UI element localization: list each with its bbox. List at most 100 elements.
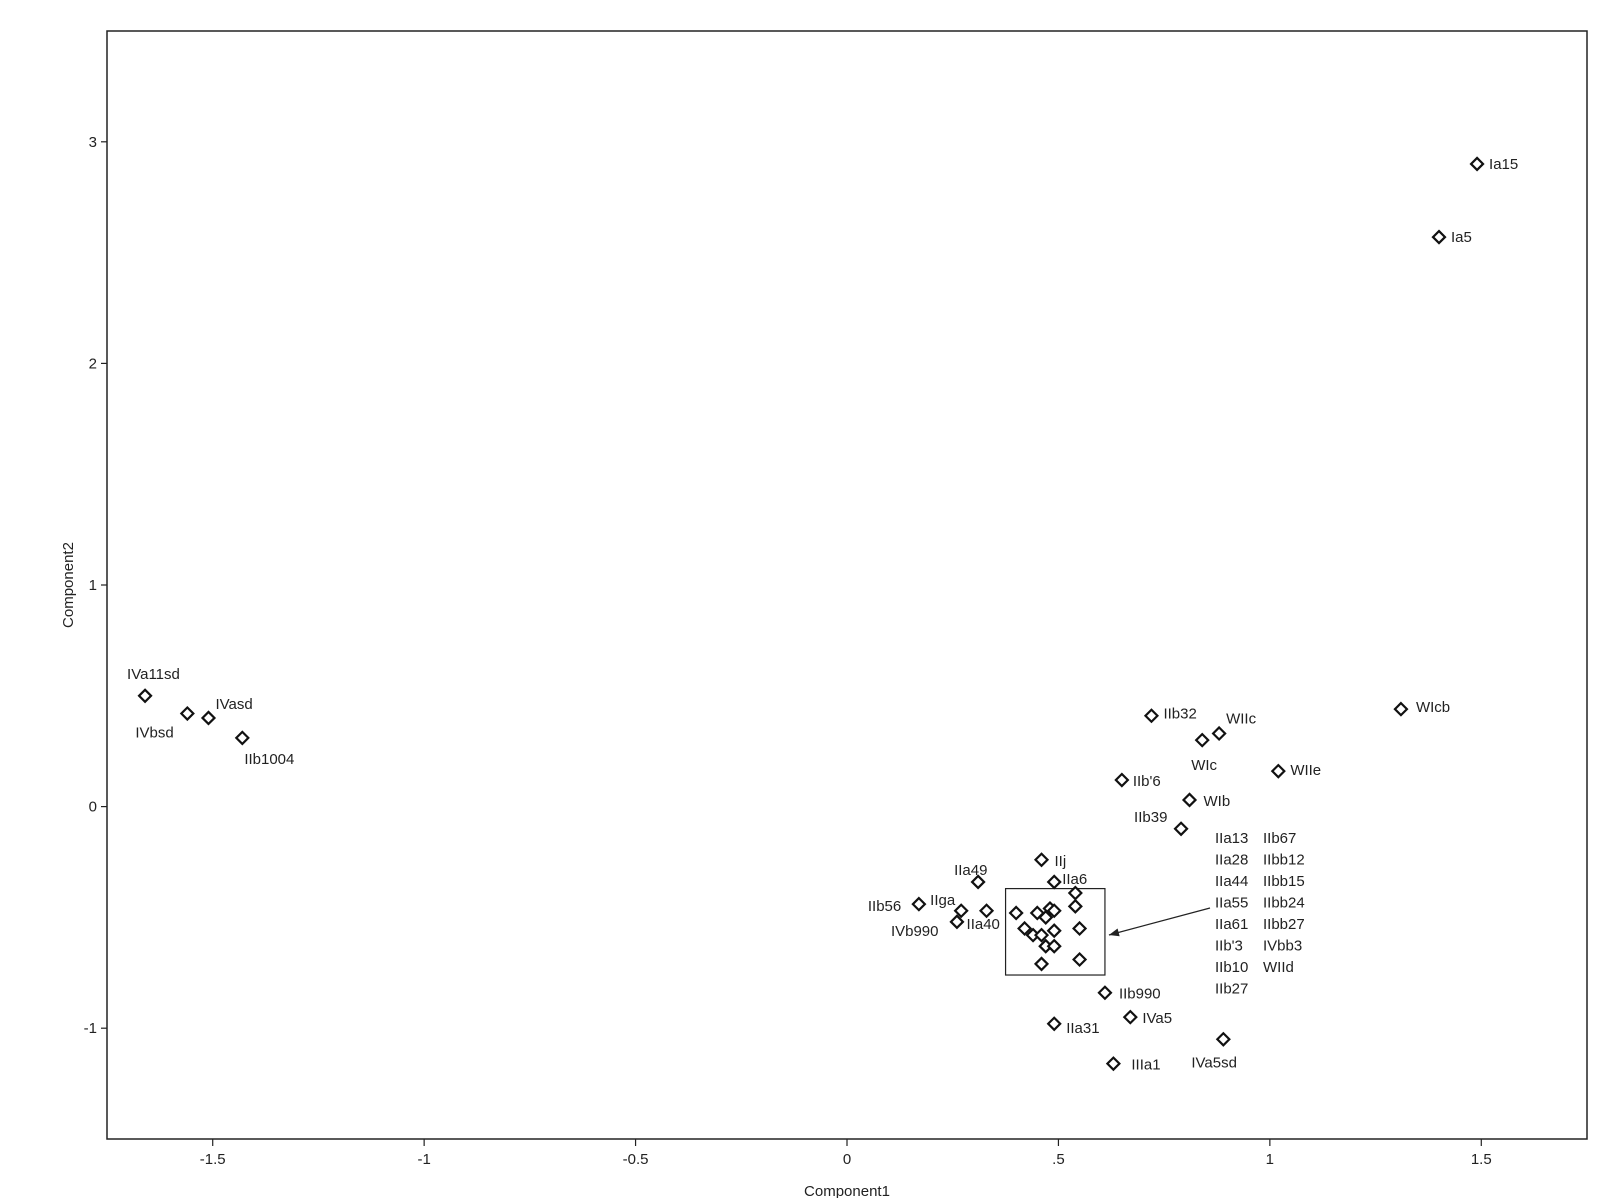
cluster-label: IIbb15 — [1263, 873, 1305, 890]
x-tick-label: -1.5 — [200, 1151, 226, 1168]
cluster-label: IIa55 — [1215, 895, 1248, 912]
data-point: IVa5sd — [1191, 1031, 1237, 1071]
point-label: IIb56 — [868, 898, 901, 915]
point-marker — [179, 705, 195, 722]
data-point: IIa49 — [954, 862, 987, 890]
point-marker — [1017, 920, 1033, 937]
cluster-point — [1067, 898, 1083, 914]
point-label: Ia5 — [1451, 229, 1472, 246]
data-point: IIIa1 — [1105, 1056, 1161, 1074]
cluster-point — [1072, 951, 1088, 968]
point-marker — [1046, 903, 1062, 919]
data-point: IIj — [1033, 852, 1067, 870]
data-point: WIb — [1181, 792, 1231, 810]
x-tick-label: .5 — [1052, 1151, 1065, 1168]
cluster-point — [1029, 905, 1045, 921]
point-marker — [200, 710, 217, 726]
point-marker — [1143, 708, 1160, 724]
point-marker — [949, 914, 965, 930]
data-point: IIa31 — [1046, 1016, 1100, 1037]
cluster-point — [1038, 909, 1054, 925]
cluster-point — [1046, 923, 1062, 939]
cluster-arrow — [1108, 907, 1211, 936]
point-label: IIb'6 — [1133, 773, 1161, 790]
point-label: IVa5 — [1142, 1010, 1172, 1027]
cluster-point — [1033, 956, 1050, 972]
point-label: IIj — [1055, 853, 1067, 870]
point-label: IVa5sd — [1191, 1054, 1237, 1071]
data-point: Ia15 — [1469, 156, 1518, 173]
cluster-label: IIa61 — [1215, 916, 1248, 933]
cluster-point — [1046, 938, 1062, 954]
cluster-label-list: IIa13 IIb67 IIa28 IIbb12 IIa44 IIbb15 IIa55 IIb… — [1215, 830, 1305, 998]
point-label: IIga — [930, 892, 956, 909]
point-label: IVb990 — [891, 923, 939, 940]
point-label: WIc — [1191, 757, 1217, 774]
point-marker — [1181, 792, 1198, 808]
cluster-label: WIId — [1263, 959, 1294, 976]
point-marker — [1270, 763, 1286, 779]
cluster-label: IIb'3 — [1215, 938, 1243, 955]
point-marker — [1393, 701, 1409, 717]
point-label: IIa49 — [954, 862, 987, 879]
data-point: IVa11sd — [127, 666, 180, 704]
data-point: IIa40 — [967, 903, 1000, 933]
y-tick-label: 0 — [89, 799, 97, 816]
point-marker — [1431, 229, 1447, 245]
point-label: IIa6 — [1062, 871, 1087, 888]
point-label: IVbsd — [135, 725, 173, 742]
point-label: IIb990 — [1119, 986, 1161, 1003]
point-marker — [1114, 772, 1130, 788]
point-marker — [1067, 898, 1083, 914]
cluster-box — [1004, 887, 1106, 976]
data-point: WIc — [1191, 732, 1218, 774]
data-point: IIga — [930, 892, 969, 919]
point-label: IIIa1 — [1131, 1057, 1160, 1074]
cluster-point — [1008, 905, 1024, 921]
point-marker — [1008, 905, 1024, 921]
point-label: WIIc — [1226, 710, 1256, 727]
point-marker — [137, 688, 153, 704]
data-point: IIb1004 — [234, 730, 294, 768]
cluster-label: IIb67 — [1263, 830, 1296, 847]
cluster-point — [1033, 927, 1050, 943]
point-label: IIb1004 — [244, 751, 294, 768]
cluster-point — [1046, 903, 1062, 919]
point-marker — [1033, 956, 1050, 972]
x-tick-label: -0.5 — [623, 1151, 649, 1168]
point-marker — [1122, 1009, 1138, 1025]
data-point: IIb32 — [1143, 706, 1197, 724]
cluster-label: IIbb24 — [1263, 895, 1305, 912]
point-marker — [1097, 985, 1113, 1001]
cluster-point — [1072, 920, 1088, 937]
cluster-label: IIb27 — [1215, 981, 1248, 998]
data-point: IVb990 — [891, 914, 965, 940]
x-tick-label: -1 — [417, 1151, 430, 1168]
data-point: WIIe — [1270, 762, 1321, 779]
point-marker — [970, 874, 986, 890]
x-tick-label: 0 — [843, 1151, 851, 1168]
data-point: IVasd — [200, 696, 253, 726]
x-tick-label: 1 — [1266, 1151, 1274, 1168]
point-label: WIcb — [1416, 699, 1450, 716]
point-marker — [1173, 821, 1189, 837]
point-marker — [1072, 920, 1088, 937]
data-point: IVbsd — [135, 705, 195, 742]
data-point: WIcb — [1393, 699, 1450, 717]
point-marker — [1194, 732, 1210, 748]
point-marker — [1029, 905, 1045, 921]
x-tick-label: 1.5 — [1471, 1151, 1492, 1168]
cluster-label: IIbb12 — [1263, 852, 1305, 869]
cluster-group — [1004, 885, 1211, 976]
data-point: Ia5 — [1431, 229, 1472, 246]
cluster-label: IIb10 — [1215, 959, 1248, 976]
data-point: IIb990 — [1097, 985, 1161, 1003]
point-marker — [1469, 156, 1485, 172]
point-label: WIb — [1204, 793, 1231, 810]
data-point: WIIc — [1211, 710, 1257, 742]
arrow-head — [1108, 928, 1120, 937]
point-marker — [1046, 874, 1062, 890]
cluster-point — [1017, 920, 1033, 937]
data-point: IIb56 — [868, 896, 927, 915]
